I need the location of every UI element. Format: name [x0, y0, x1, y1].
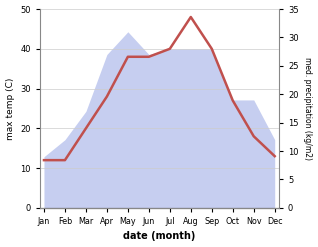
- Y-axis label: med. precipitation (kg/m2): med. precipitation (kg/m2): [303, 57, 313, 160]
- Y-axis label: max temp (C): max temp (C): [5, 77, 15, 140]
- X-axis label: date (month): date (month): [123, 231, 196, 242]
